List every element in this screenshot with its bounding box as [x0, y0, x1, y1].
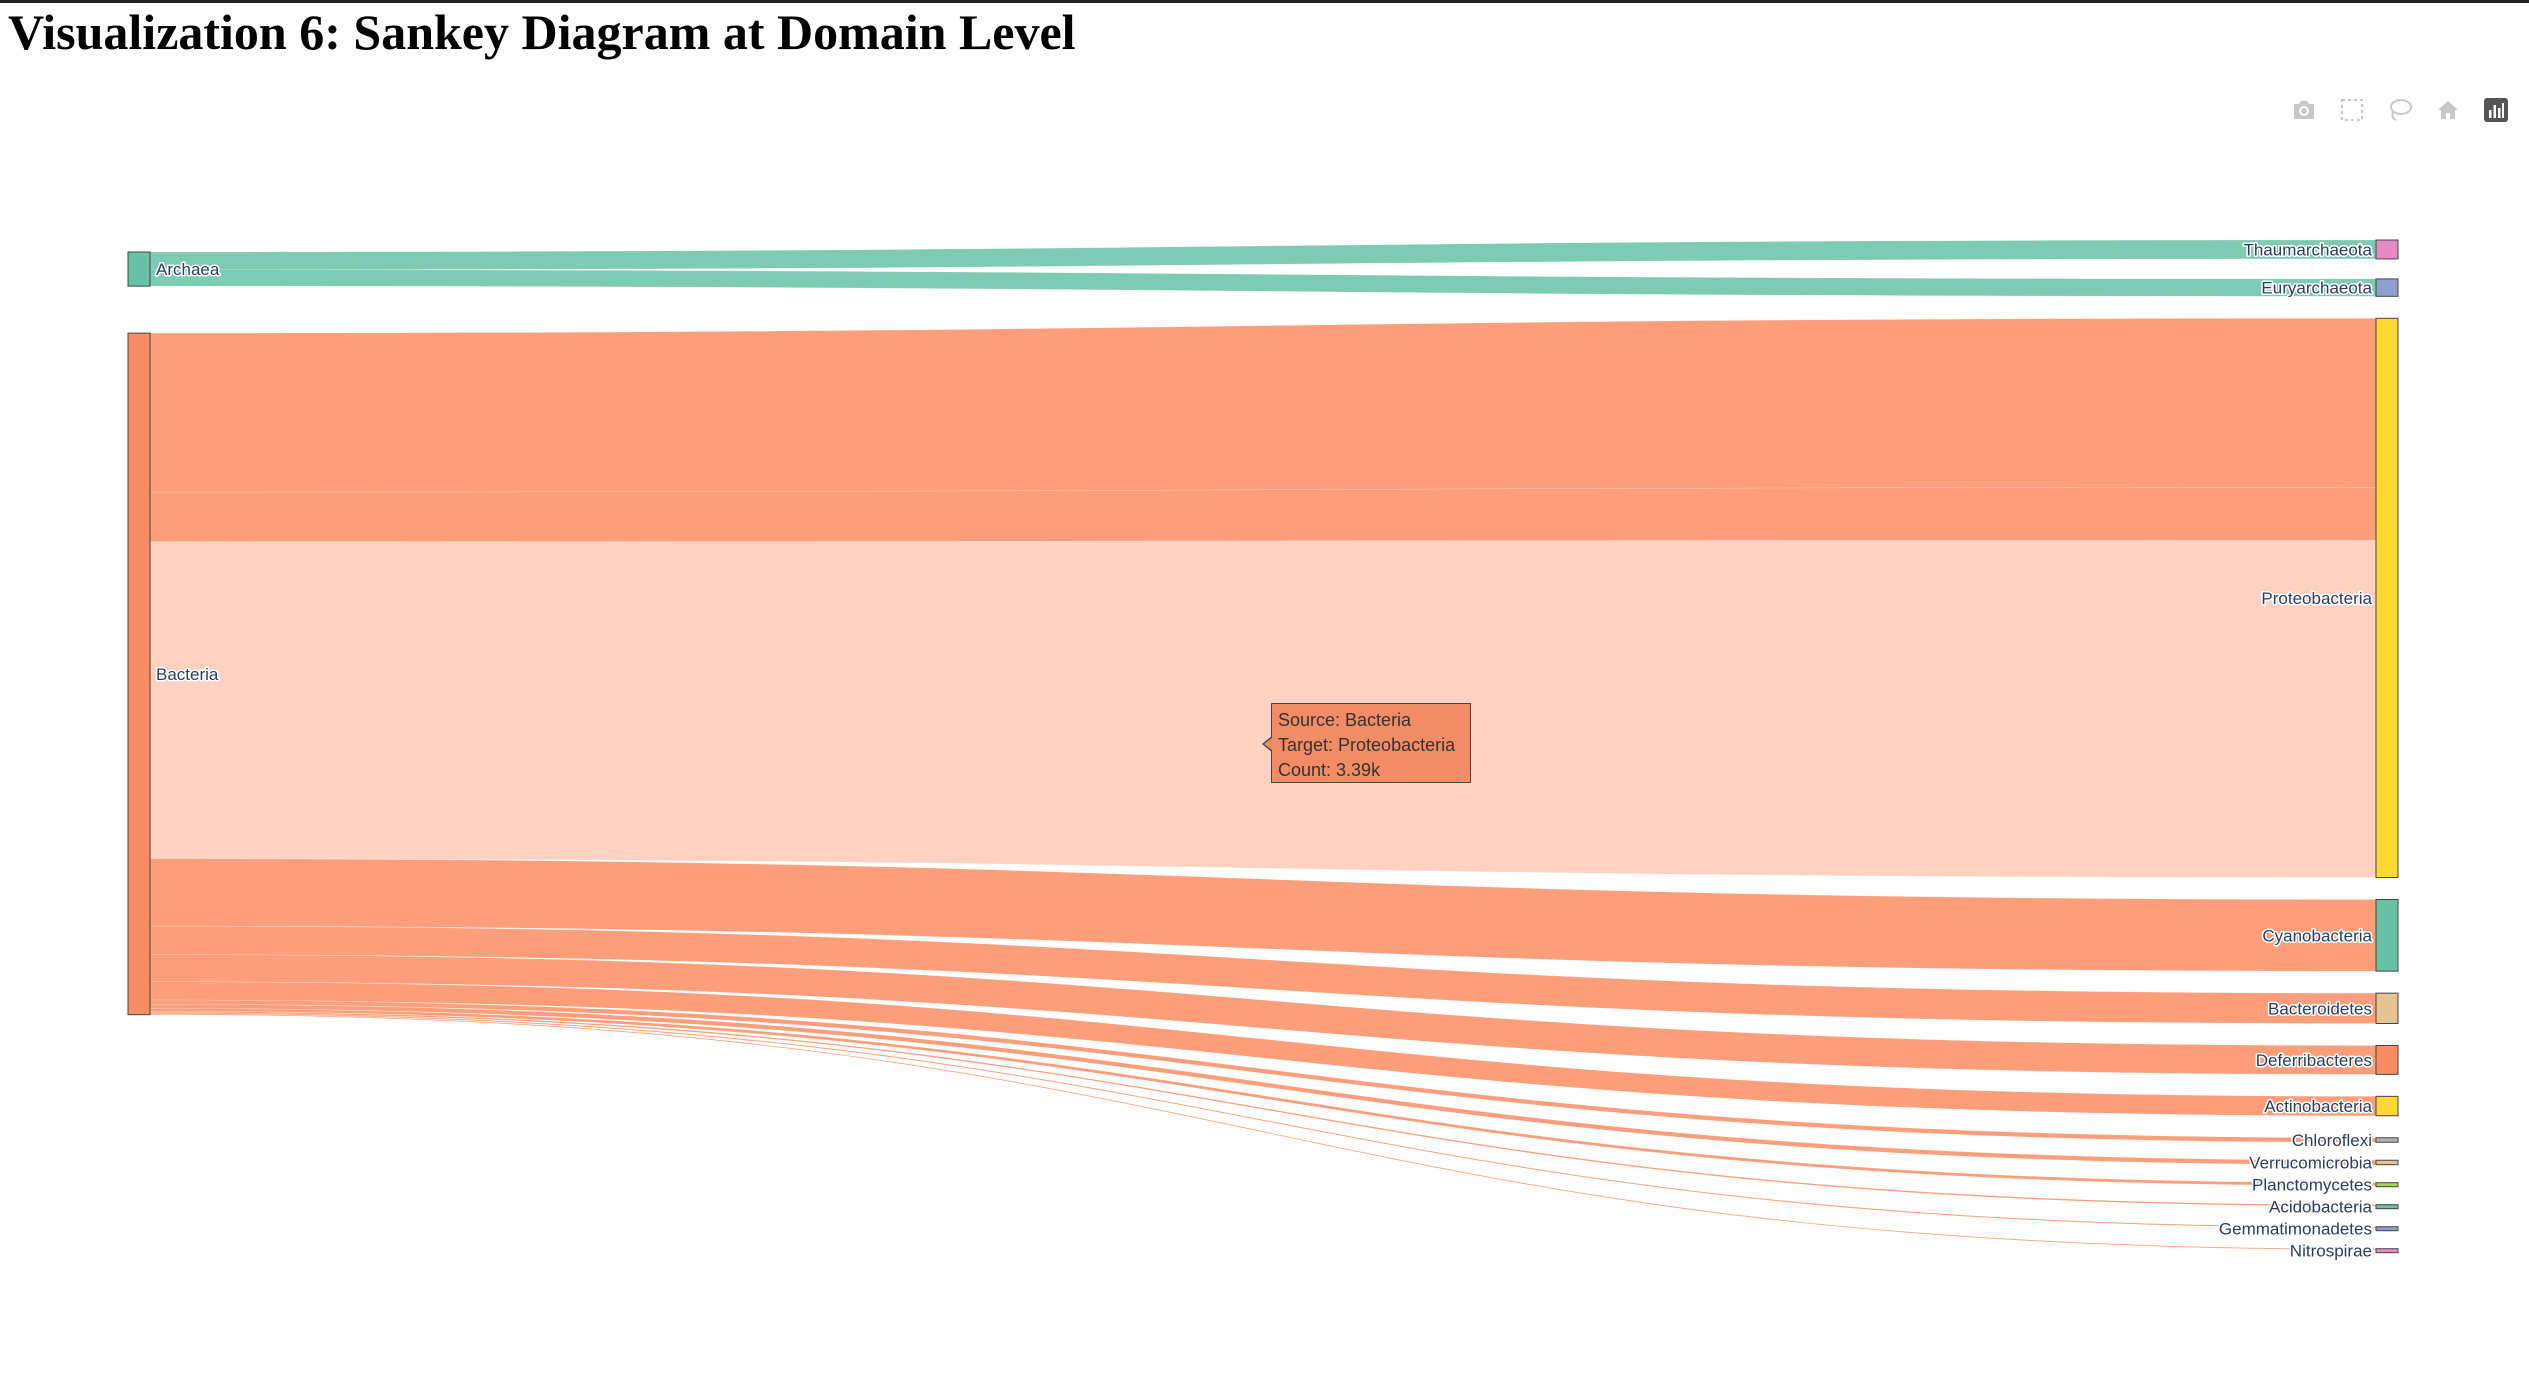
node-label-cyanobacteria: Cyanobacteria: [2262, 926, 2372, 945]
link-bacteria-proteobacteria[interactable]: [149, 487, 2377, 542]
node-cyanobacteria[interactable]: [2375, 899, 2399, 972]
plotly-logo-icon[interactable]: [2481, 95, 2511, 125]
page-title: Visualization 6: Sankey Diagram at Domai…: [8, 4, 1076, 60]
home-icon[interactable]: [2433, 95, 2463, 125]
node-label-bacteroidetes: Bacteroidetes: [2268, 999, 2372, 1018]
top-border: [0, 0, 2529, 3]
nodes-layer: [127, 239, 2399, 1254]
node-label-gemmatimonadetes: Gemmatimonadetes: [2219, 1220, 2372, 1239]
link-bacteria-proteobacteria[interactable]: [149, 318, 2377, 493]
node-actinobacteria[interactable]: [2375, 1095, 2399, 1117]
node-verrucomicrobia[interactable]: [2375, 1159, 2399, 1166]
link-archaea-euryarchaeota[interactable]: [149, 269, 2377, 297]
node-planctomycetes[interactable]: [2375, 1182, 2399, 1188]
node-label-euryarchaeota: Euryarchaeota: [2261, 279, 2372, 298]
modebar: [2289, 95, 2511, 125]
node-label-acidobacteria: Acidobacteria: [2269, 1198, 2373, 1217]
node-bacteria[interactable]: [127, 332, 151, 1016]
link-bacteria-proteobacteria[interactable]: [149, 539, 2377, 878]
node-archaea[interactable]: [127, 251, 151, 287]
node-deferribacteres[interactable]: [2375, 1044, 2399, 1075]
node-proteobacteria[interactable]: [2375, 317, 2399, 879]
node-bacteroidetes[interactable]: [2375, 992, 2399, 1024]
node-label-planctomycetes: Planctomycetes: [2252, 1176, 2372, 1195]
node-label-proteobacteria: Proteobacteria: [2261, 589, 2372, 608]
box-select-icon[interactable]: [2337, 95, 2367, 125]
hover-tooltip: Source: Bacteria Target: Proteobacteria …: [1262, 703, 1471, 783]
node-label-deferribacteres: Deferribacteres: [2256, 1051, 2372, 1070]
node-thaumarchaeota[interactable]: [2375, 239, 2399, 260]
node-gemmatimonadetes[interactable]: [2375, 1226, 2399, 1232]
node-label-actinobacteria: Actinobacteria: [2264, 1097, 2372, 1116]
node-label-chloroflexi: Chloroflexi: [2292, 1131, 2372, 1150]
node-label-bacteria: Bacteria: [156, 665, 219, 684]
node-label-thaumarchaeota: Thaumarchaeota: [2243, 240, 2372, 259]
tooltip-arrow-fill: [1264, 738, 1272, 750]
node-label-nitrospirae: Nitrospirae: [2290, 1242, 2372, 1261]
node-acidobacteria[interactable]: [2375, 1204, 2399, 1210]
link-archaea-thaumarchaeota[interactable]: [149, 239, 2377, 271]
tooltip-source: Source: Bacteria: [1278, 710, 1412, 730]
node-label-archaea: Archaea: [156, 260, 220, 279]
node-nitrospirae[interactable]: [2375, 1248, 2399, 1254]
node-label-verrucomicrobia: Verrucomicrobia: [2249, 1153, 2372, 1172]
links-layer: [149, 239, 2377, 1250]
labels-layer: Archaea Bacteria Thaumarchaeota Euryarchaeo…: [155, 239, 2375, 1262]
camera-icon[interactable]: [2289, 95, 2319, 125]
lasso-icon[interactable]: [2385, 95, 2415, 125]
node-euryarchaeota[interactable]: [2375, 278, 2399, 297]
tooltip-count: Count: 3.39k: [1278, 760, 1381, 780]
node-chloroflexi[interactable]: [2375, 1137, 2399, 1143]
tooltip-target: Target: Proteobacteria: [1278, 735, 1456, 755]
